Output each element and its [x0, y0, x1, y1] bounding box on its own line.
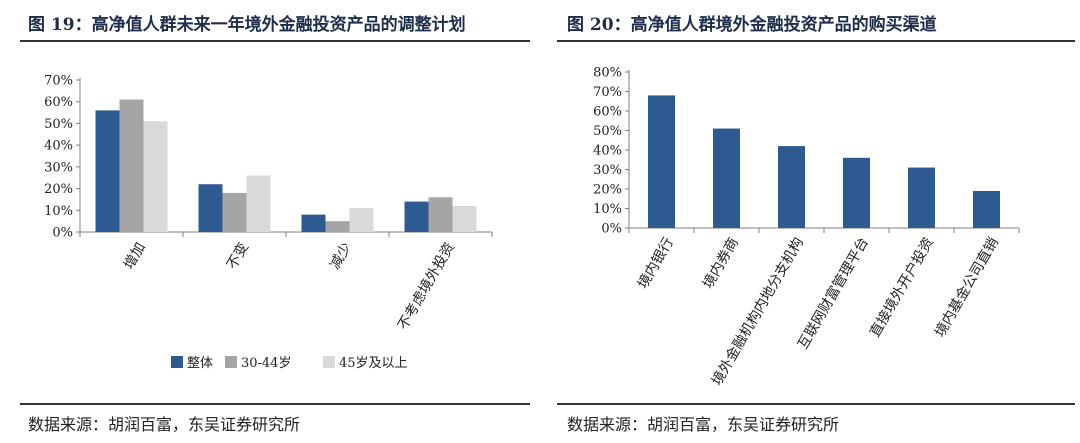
y-tick-label: 0% [601, 222, 622, 237]
bar-整体-增加 [95, 110, 120, 232]
x-category-label: 直接境外开户投资 [866, 235, 937, 340]
bar-境内基金公司直销 [973, 190, 1000, 228]
x-category-label: 境内银行 [635, 235, 677, 291]
x-category-label: 境内券商 [700, 235, 742, 291]
bar-45岁及以上-不考虑境外投资 [452, 205, 477, 232]
y-tick-label: 70% [44, 74, 73, 89]
legend-label: 30-44岁 [241, 356, 291, 371]
y-tick-label: 60% [44, 95, 73, 110]
figure-19-panel: 图 19：高净值人群未来一年境外金融投资产品的调整计划 0% 10% 20% 30% 4… [0, 0, 535, 443]
bar-境内银行 [648, 95, 675, 229]
bar-45岁及以上-不变 [246, 175, 271, 232]
bar-30-44岁-不考虑境外投资 [428, 197, 453, 232]
figure-20-bar-chart: 0%10%20%30%40%50%60%70%80%境内银行 境内券商境外金融机构… [593, 66, 1020, 388]
source-rule [557, 403, 1075, 405]
x-category-label: 境内基金公司直销 [931, 235, 1002, 340]
legend-swatch-30-44岁 [225, 356, 237, 368]
figure-19-source: 数据来源：胡润百富，东吴证券研究所 [28, 415, 301, 434]
x-category-label: 减少 [327, 240, 355, 272]
bar-30-44岁-增加 [119, 99, 144, 233]
y-tick-label: 0% [52, 226, 73, 241]
y-tick-label: 60% [593, 105, 622, 120]
legend-label: 整体 [187, 356, 213, 371]
legend-label: 45岁及以上 [339, 356, 408, 371]
bar-互联网财富管理平台 [843, 157, 870, 228]
y-tick-label: 30% [593, 163, 622, 178]
bar-整体-不考虑境外投资 [404, 201, 429, 232]
figure-20-source: 数据来源：胡润百富，东吴证券研究所 [567, 415, 840, 434]
y-tick-label: 40% [44, 139, 73, 154]
bar-境外金融机构内地分支机构 [778, 146, 805, 228]
bar-整体-减少 [301, 214, 326, 232]
y-tick-label: 10% [593, 202, 622, 217]
bar-45岁及以上-减少 [349, 208, 374, 232]
x-category-label: 互联网财富管理平台 [794, 235, 872, 353]
bar-整体-不变 [198, 184, 223, 232]
figure-20-title: 图 20：高净值人群境外金融投资产品的购买渠道 [567, 15, 937, 35]
y-tick-label: 10% [44, 204, 73, 219]
y-tick-label: 20% [44, 182, 73, 197]
figure-19-title: 图 19：高净值人群未来一年境外金融投资产品的调整计划 [28, 15, 466, 35]
bar-45岁及以上-增加 [143, 121, 168, 232]
bar-境内券商 [713, 128, 740, 228]
x-category-label: 不变 [224, 240, 252, 272]
x-category-label: 不考虑境外投资 [395, 240, 458, 333]
title-rule [20, 40, 530, 42]
x-category-label: 增加 [121, 240, 149, 272]
source-rule [20, 403, 530, 405]
bar-直接境外开户投资 [908, 167, 935, 228]
y-tick-label: 20% [593, 183, 622, 198]
legend-swatch-45岁及以上 [323, 356, 335, 368]
bar-30-44岁-不变 [222, 192, 247, 232]
y-tick-label: 80% [593, 66, 622, 81]
y-tick-label: 30% [44, 160, 73, 175]
legend-swatch-整体 [171, 356, 183, 368]
bar-30-44岁-减少 [325, 221, 350, 232]
y-tick-label: 40% [593, 144, 622, 159]
y-tick-label: 70% [593, 85, 622, 100]
figure-20-panel: 图 20：高净值人群境外金融投资产品的购买渠道 0% 10% 20% 30% 40% 50… [553, 0, 1080, 443]
title-rule [557, 40, 1075, 42]
y-tick-label: 50% [44, 117, 73, 132]
y-tick-label: 50% [593, 124, 622, 139]
